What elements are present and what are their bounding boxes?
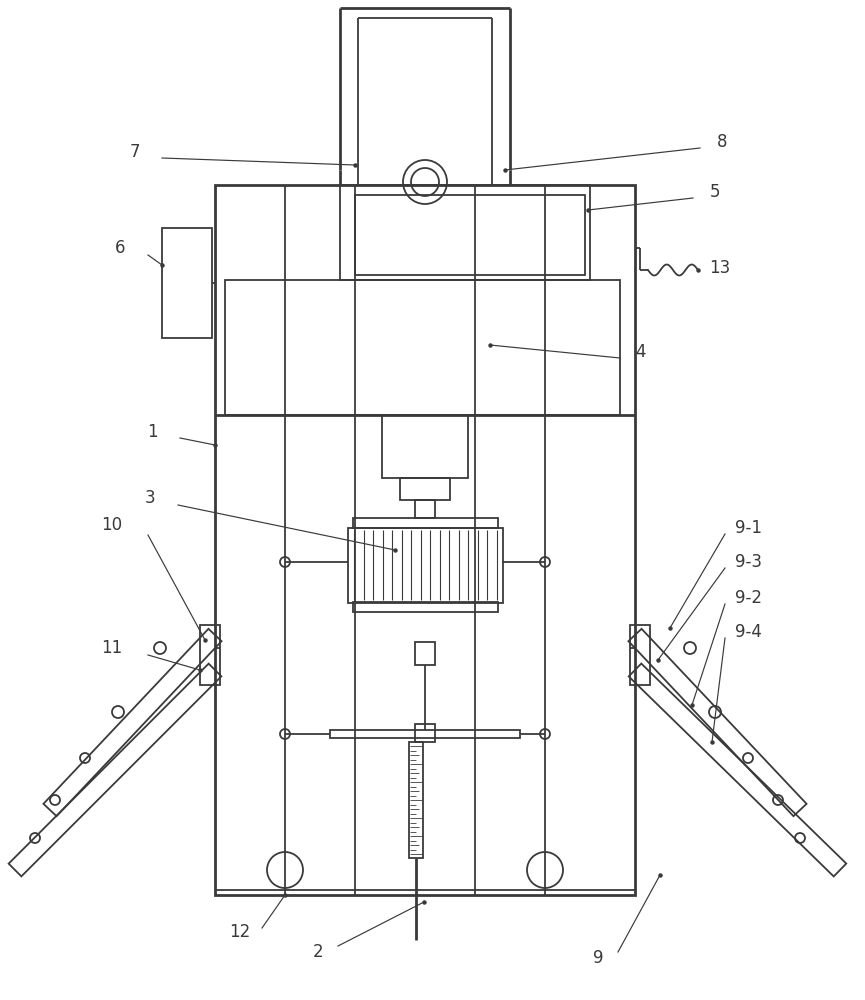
Text: 3: 3	[144, 489, 156, 507]
Text: 9-3: 9-3	[734, 553, 761, 571]
Text: 10: 10	[101, 516, 123, 534]
Bar	[630, 625, 650, 685]
Text: 11: 11	[101, 639, 123, 657]
Bar	[200, 625, 220, 685]
Text: 9-4: 9-4	[734, 623, 761, 641]
Text: 9-2: 9-2	[734, 589, 761, 607]
Bar	[348, 528, 503, 603]
Bar	[353, 518, 498, 528]
Bar	[409, 742, 423, 858]
Bar	[330, 730, 520, 738]
Text: 5: 5	[710, 183, 721, 201]
Bar	[225, 280, 620, 415]
Text: 7: 7	[130, 143, 140, 161]
Text: 8: 8	[717, 133, 727, 151]
Bar	[162, 228, 212, 338]
Text: 2: 2	[312, 943, 324, 961]
Text: 13: 13	[709, 259, 731, 277]
Bar	[340, 185, 590, 280]
Bar	[353, 602, 498, 612]
Text: 9: 9	[593, 949, 603, 967]
Text: 1: 1	[147, 423, 157, 441]
Bar	[415, 724, 435, 742]
Bar	[415, 642, 435, 665]
Bar	[382, 415, 468, 478]
Text: 9-1: 9-1	[734, 519, 761, 537]
Bar	[415, 500, 435, 518]
Text: 6: 6	[115, 239, 125, 257]
Text: 4: 4	[635, 343, 645, 361]
Bar	[215, 185, 635, 895]
Text: 12: 12	[229, 923, 251, 941]
Bar	[400, 478, 450, 500]
Bar	[355, 195, 585, 275]
